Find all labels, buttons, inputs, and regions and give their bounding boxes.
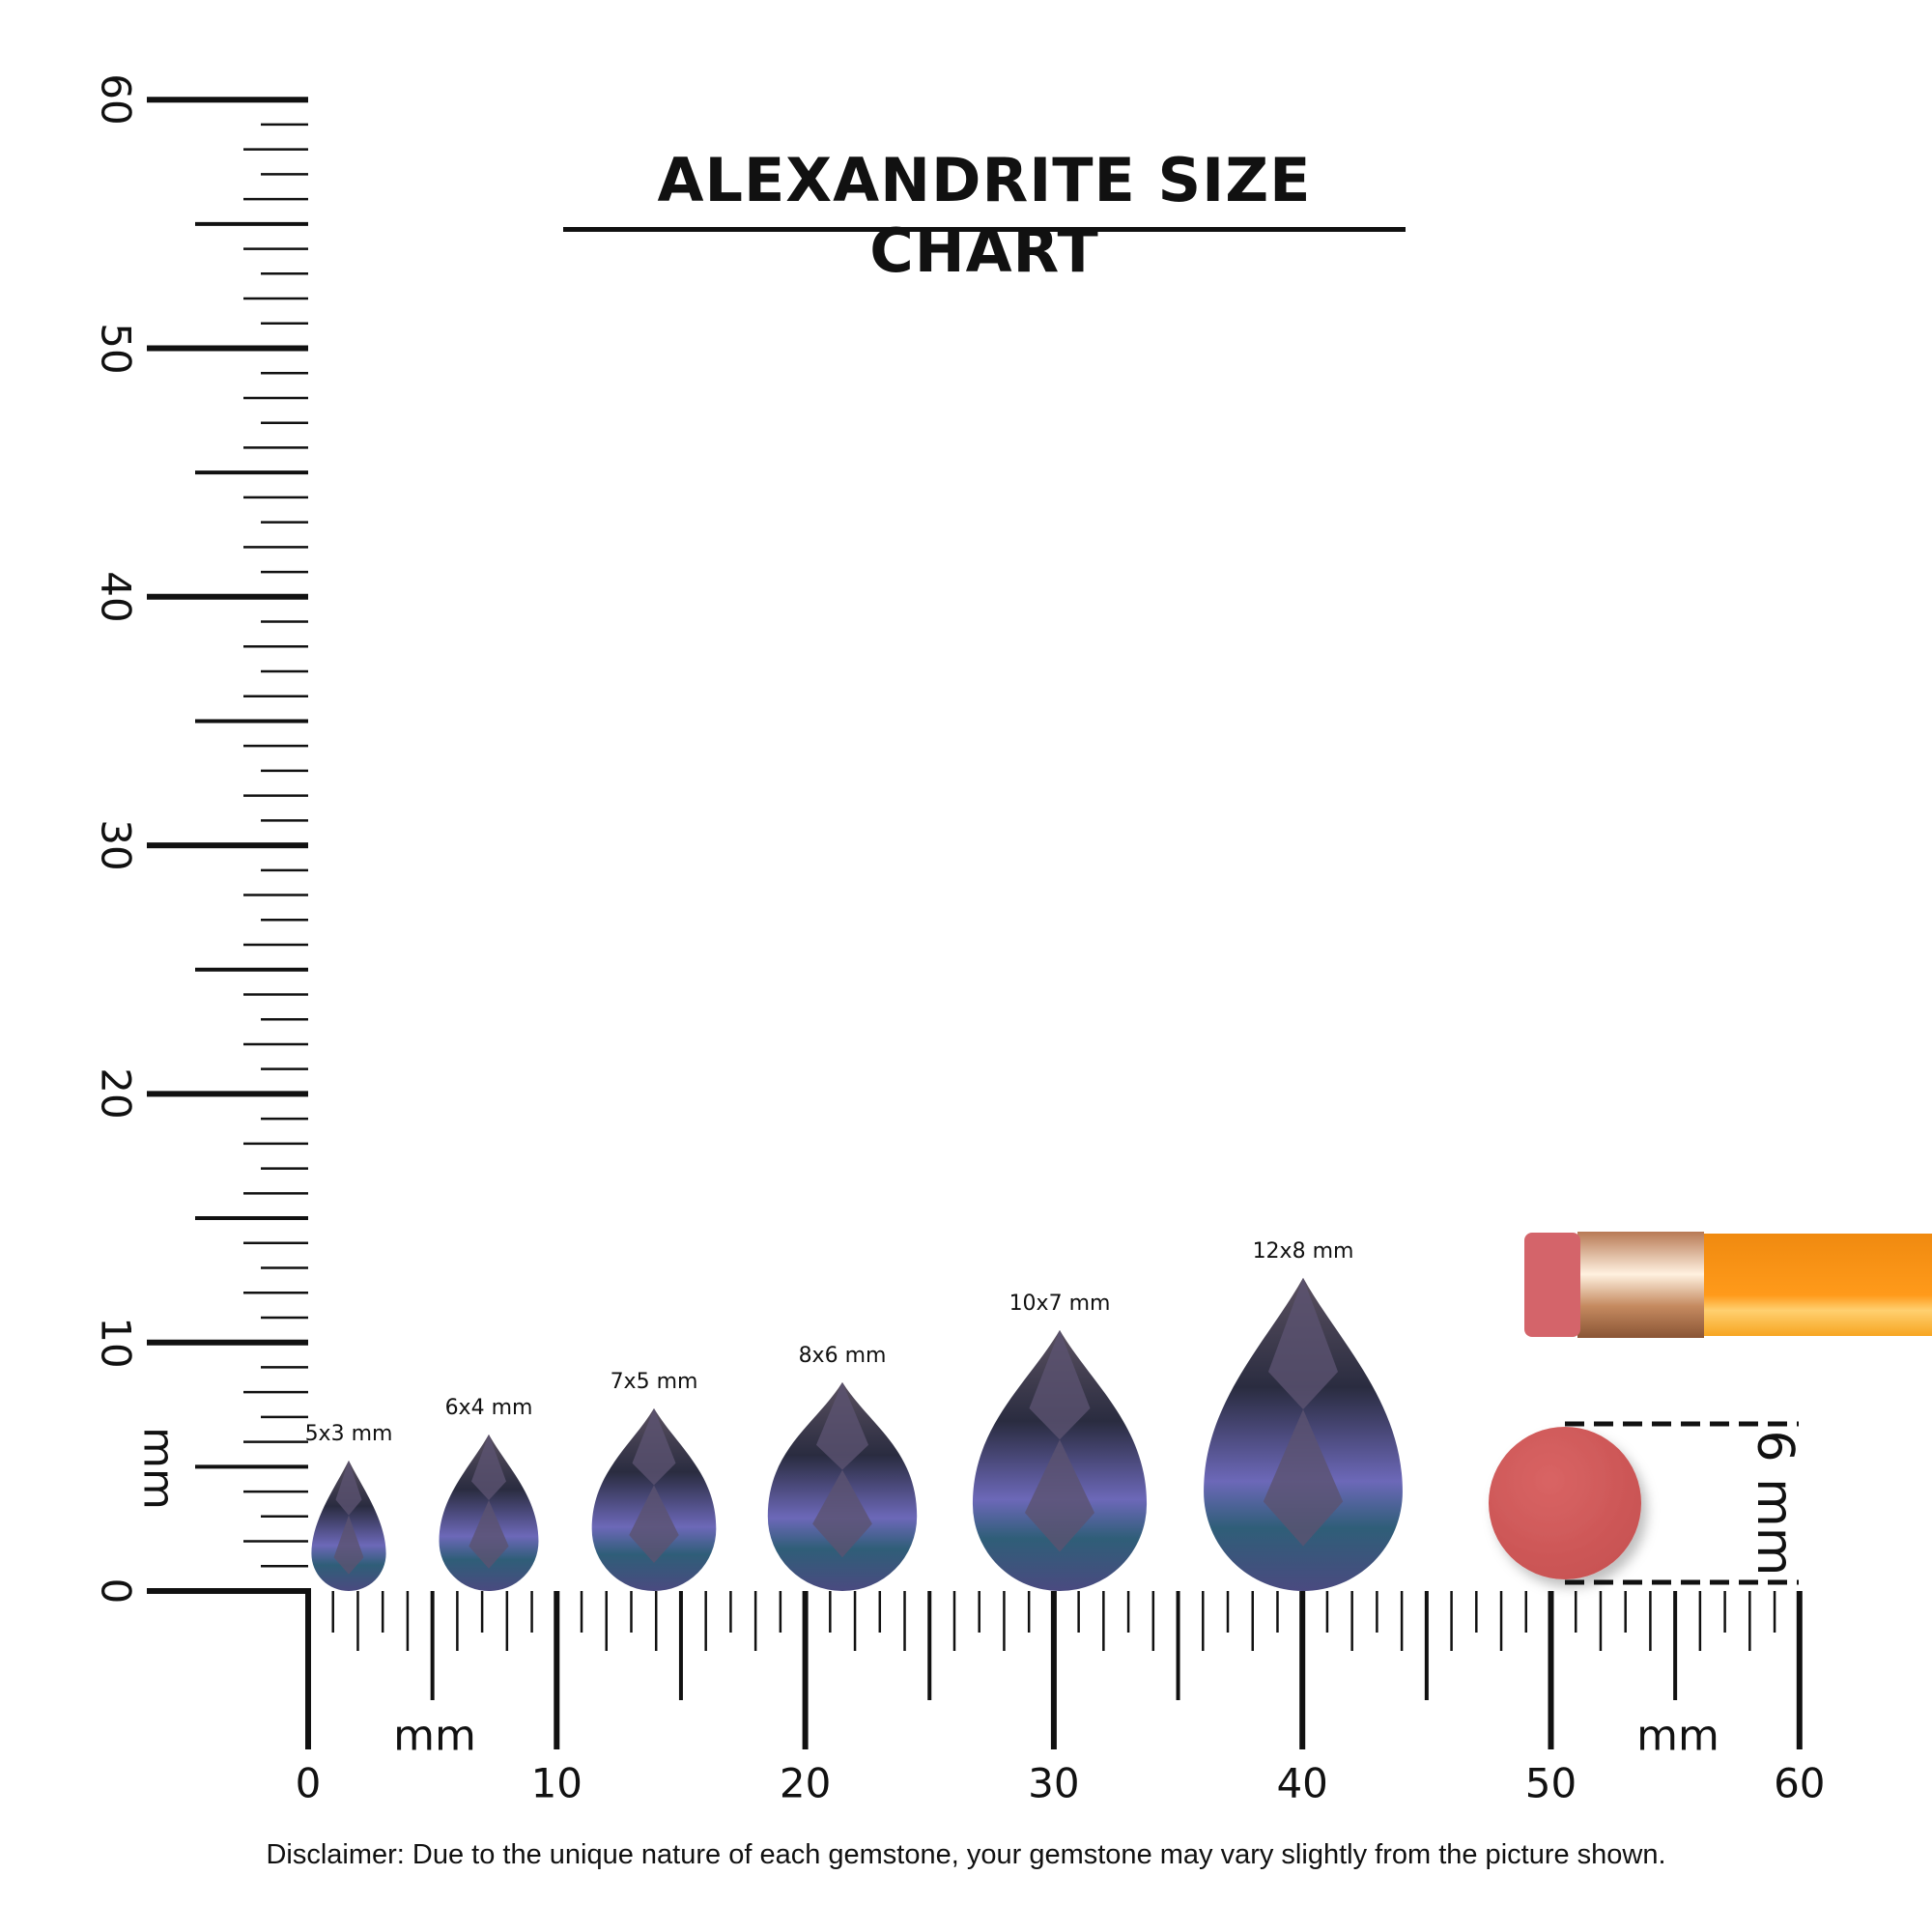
y-tick-label: 40 <box>92 571 140 623</box>
gem-size-label: 12x8 mm <box>1252 1238 1354 1264</box>
gem-facet <box>469 1434 509 1569</box>
x-tick-label: 60 <box>1774 1759 1826 1807</box>
x-tick-label: 20 <box>779 1759 832 1807</box>
y-tick-label: 30 <box>92 819 140 871</box>
gem-size-label: 5x3 mm <box>304 1421 393 1446</box>
gem-facet <box>812 1381 872 1558</box>
x-tick-label: 10 <box>530 1759 583 1807</box>
gems <box>311 1277 1403 1592</box>
gem-facet <box>333 1460 364 1575</box>
x-tick-label: 0 <box>295 1759 322 1807</box>
x-tick-label: 40 <box>1276 1759 1328 1807</box>
y-unit-label: mm <box>133 1427 184 1510</box>
y-tick-label: 50 <box>92 322 140 375</box>
x-unit-label: mm <box>393 1711 476 1761</box>
y-tick-label: 0 <box>92 1577 140 1605</box>
pencil-eraser <box>1524 1233 1580 1337</box>
rulers <box>147 97 1803 1749</box>
eraser-reference <box>1489 1427 1641 1579</box>
title-underline <box>563 227 1406 232</box>
x-tick-label: 30 <box>1028 1759 1080 1807</box>
x-tick-label: 50 <box>1524 1759 1577 1807</box>
gem-size-label: 6x4 mm <box>444 1395 533 1420</box>
gem-facet <box>1263 1277 1344 1547</box>
gem-facet <box>629 1407 679 1564</box>
y-tick-label: 60 <box>92 73 140 126</box>
pencil-body <box>1704 1234 1932 1336</box>
pencil <box>1524 1232 1932 1338</box>
disclaimer: Disclaimer: Due to the unique nature of … <box>266 1839 1666 1870</box>
y-tick-label: 20 <box>92 1067 140 1121</box>
gem-size-label: 8x6 mm <box>798 1343 887 1368</box>
x-unit-label-right: mm <box>1636 1711 1719 1761</box>
pencil-ferrule <box>1577 1232 1704 1338</box>
gem-facet <box>1024 1329 1095 1552</box>
eraser-size-label: 6 mm <box>1746 1430 1804 1577</box>
page-title: ALEXANDRITE SIZE CHART <box>657 145 1312 286</box>
gem-size-label: 7x5 mm <box>610 1369 698 1394</box>
gem-size-label: 10x7 mm <box>1009 1291 1111 1316</box>
y-tick-label: 10 <box>92 1316 140 1369</box>
